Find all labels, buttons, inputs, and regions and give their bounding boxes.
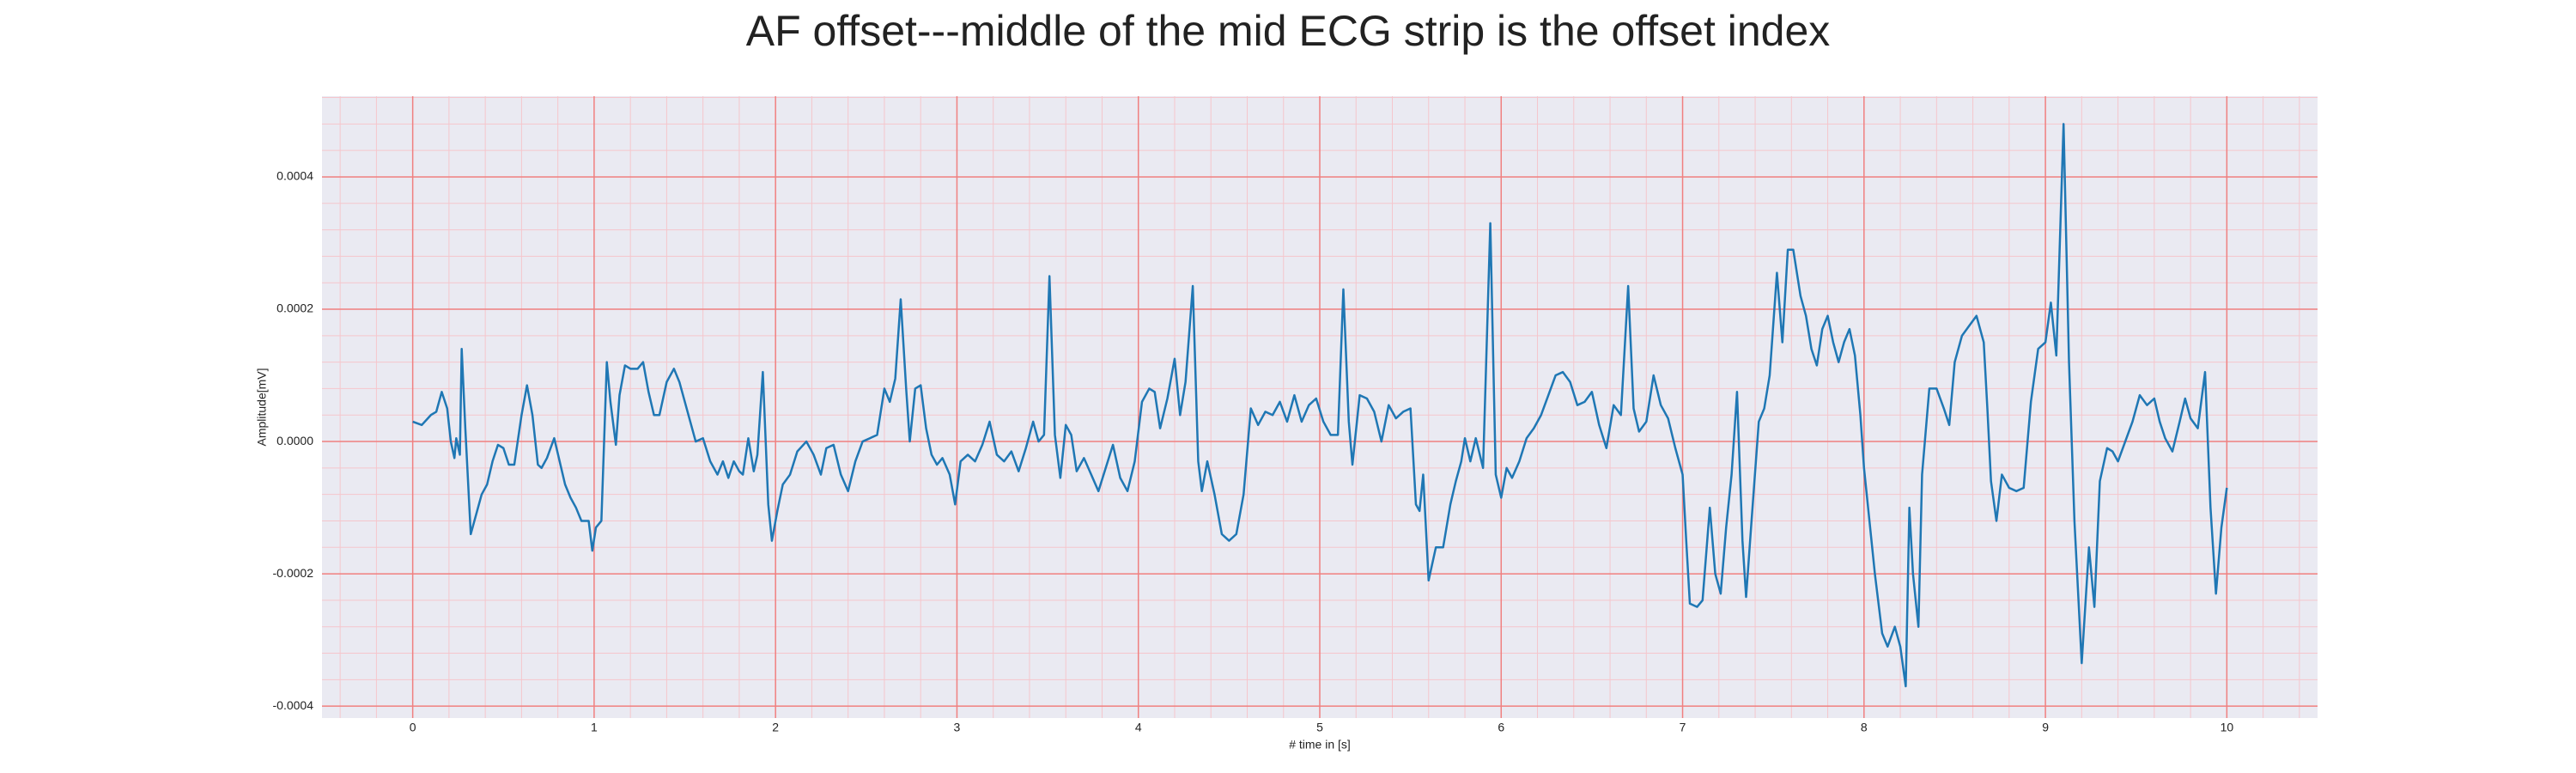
y-tick-label: 0.0000 (276, 434, 313, 447)
x-tick-label: 0 (410, 721, 416, 734)
x-tick-label: 10 (2221, 721, 2234, 734)
y-tick-label: 0.0002 (276, 301, 313, 315)
x-axis-label: # time in [s] (1289, 738, 1351, 752)
x-tick-label: 6 (1498, 721, 1504, 734)
y-tick-label: -0.0004 (273, 698, 314, 712)
y-tick-label: -0.0002 (273, 566, 314, 580)
ecg-line (412, 123, 2228, 688)
x-tick-label: 2 (772, 721, 779, 734)
x-tick-label: 4 (1135, 721, 1142, 734)
x-tick-label: 5 (1316, 721, 1323, 734)
y-tick-label: 0.0004 (276, 169, 313, 183)
x-tick-label: 8 (1861, 721, 1868, 734)
x-tick-label: 1 (591, 721, 598, 734)
x-tick-label: 3 (954, 721, 961, 734)
y-axis-label: Amplitude[mV] (255, 368, 269, 446)
chart-title: AF offset---middle of the mid ECG strip … (746, 7, 1831, 55)
x-tick-label: 9 (2042, 721, 2049, 734)
x-tick-label: 7 (1680, 721, 1686, 734)
